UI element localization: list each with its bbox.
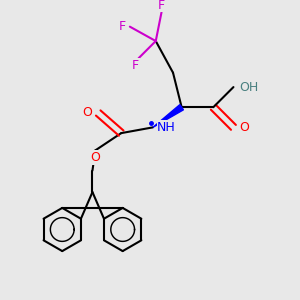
Polygon shape (153, 105, 184, 128)
Text: F: F (158, 0, 165, 12)
Text: F: F (119, 20, 126, 33)
Text: O: O (82, 106, 92, 119)
Text: NH: NH (157, 121, 176, 134)
Text: OH: OH (239, 81, 258, 94)
Text: O: O (90, 151, 100, 164)
Text: O: O (239, 121, 249, 134)
Text: F: F (132, 59, 139, 72)
